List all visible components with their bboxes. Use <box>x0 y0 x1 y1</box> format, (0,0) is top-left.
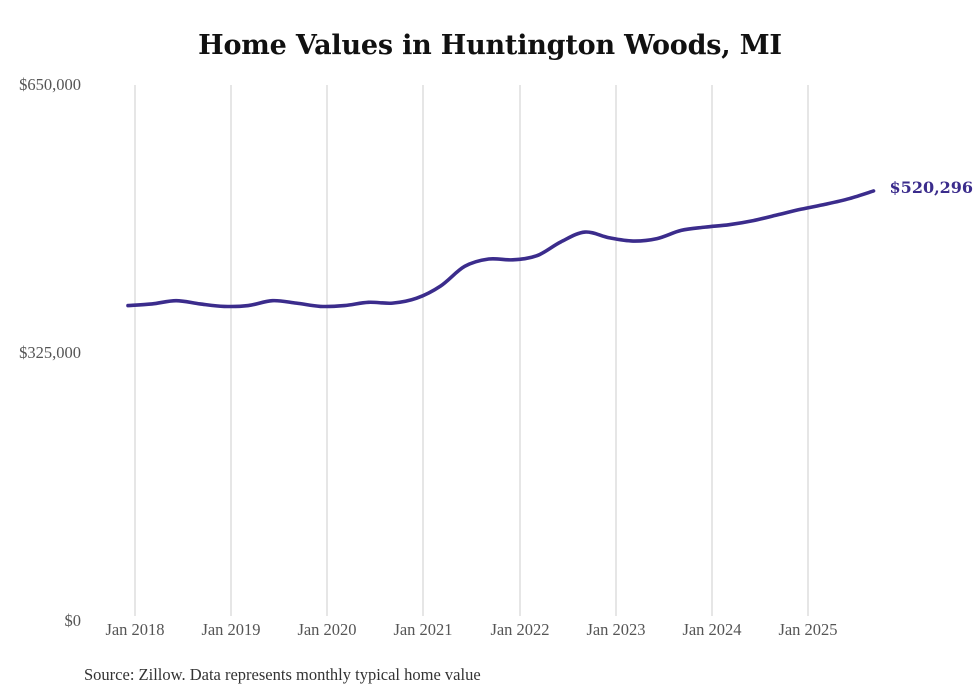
y-axis-tick-label-325000: $325,000 <box>19 343 81 362</box>
x-axis-tick-label-jan-2020: Jan 2020 <box>297 620 357 639</box>
x-axis-tick-label-jan-2019: Jan 2019 <box>201 620 261 639</box>
source-note: Source: Zillow. Data represents monthly … <box>84 665 481 684</box>
end-value-label: $520,296 <box>889 177 974 197</box>
x-axis-tick-label-jan-2023: Jan 2023 <box>586 620 646 639</box>
y-axis-tick-label-0: $0 <box>64 611 82 630</box>
y-axis-tick-label-650000: $650,000 <box>19 75 81 94</box>
chart-title: Home Values in Huntington Woods, MI <box>198 30 782 61</box>
home-value-line-series <box>126 189 876 309</box>
x-axis-tick-label-jan-2024: Jan 2024 <box>682 620 742 639</box>
vertical-gridlines <box>134 85 809 616</box>
x-axis-tick-label-jan-2025: Jan 2025 <box>778 620 838 639</box>
x-axis-tick-label-jan-2018: Jan 2018 <box>105 620 165 639</box>
x-axis-tick-label-jan-2021: Jan 2021 <box>393 620 453 639</box>
x-axis-tick-label-jan-2022: Jan 2022 <box>490 620 550 639</box>
